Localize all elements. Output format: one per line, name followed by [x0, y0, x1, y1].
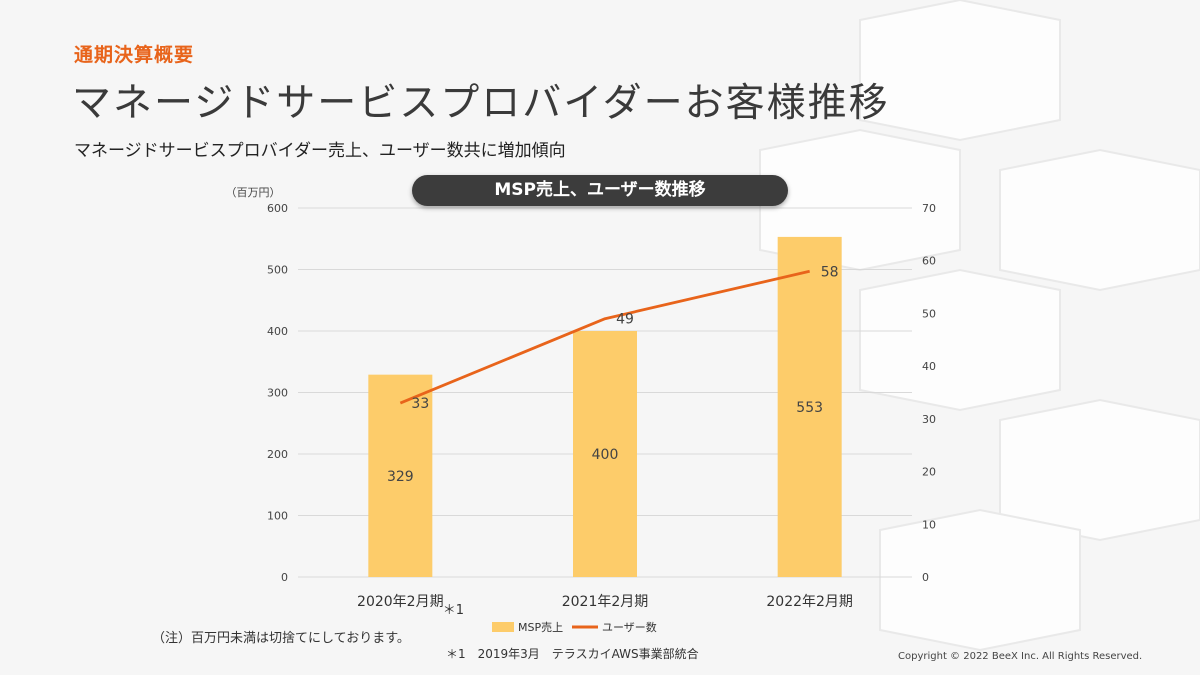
- line-series: [399, 269, 810, 405]
- y2-tick-label: 70: [922, 202, 936, 215]
- user-count-line: [399, 269, 810, 405]
- y-tick-label: 300: [267, 387, 288, 400]
- chart-title: MSP売上、ユーザー数推移: [412, 175, 788, 206]
- x-tick-footnote-mark: ＊1: [443, 603, 464, 618]
- y-tick-label: 600: [267, 202, 288, 215]
- note-text: （注）百万円未満は切捨てにしております。: [152, 631, 410, 646]
- bar-value-label: 553: [796, 400, 823, 416]
- x-tick-label: 2020年2月期: [357, 594, 444, 610]
- bar: [368, 374, 433, 577]
- x-tick-label: 2021年2月期: [562, 594, 649, 610]
- y2-tick-label: 30: [922, 413, 936, 426]
- legend-swatch-bar: [492, 622, 514, 632]
- y2-tick-label: 60: [922, 255, 936, 268]
- axes: 0 100 200 300 400 500 600 0 10 20 30 40 50 60 70 （百万円） 2…: [226, 186, 937, 618]
- bar-series: [368, 236, 842, 577]
- bar-value-label: 329: [387, 469, 414, 485]
- bar-value-label: 400: [592, 447, 619, 463]
- page-title: マネージドサービスプロバイダーお客様推移: [72, 81, 890, 126]
- footnote-text: ＊1 2019年3月 テラスカイAWS事業部統合: [446, 647, 699, 661]
- legend: MSP売上 ユーザー数: [492, 621, 657, 634]
- y-tick-label: 0: [281, 571, 288, 584]
- page-subtitle: マネージドサービスプロバイダー売上、ユーザー数共に増加傾向: [74, 141, 566, 161]
- line-value-label: 33: [411, 396, 429, 412]
- y2-tick-label: 50: [922, 307, 936, 320]
- bar: [777, 236, 842, 577]
- y-tick-label: 100: [267, 510, 288, 523]
- copyright-text: Copyright © 2022 BeeX Inc. All Rights Re…: [898, 651, 1143, 662]
- y-tick-label: 500: [267, 264, 288, 277]
- y-tick-label: 400: [267, 325, 288, 338]
- data-labels: 329 400 553 33 49 58: [387, 264, 839, 485]
- line-value-label: 49: [616, 312, 634, 328]
- y2-tick-label: 40: [922, 360, 936, 373]
- line-value-label: 58: [821, 264, 839, 280]
- y-axis-unit-label: （百万円）: [226, 186, 281, 199]
- legend-label-line: ユーザー数: [602, 621, 657, 634]
- bar: [573, 331, 637, 577]
- y-tick-label: 200: [267, 448, 288, 461]
- legend-label-bar: MSP売上: [518, 621, 563, 634]
- y2-tick-label: 10: [922, 518, 936, 531]
- y2-tick-label: 20: [922, 466, 936, 479]
- section-label: 通期決算概要: [74, 44, 195, 66]
- x-tick-label: 2022年2月期: [766, 594, 853, 610]
- y2-tick-label: 0: [922, 571, 929, 584]
